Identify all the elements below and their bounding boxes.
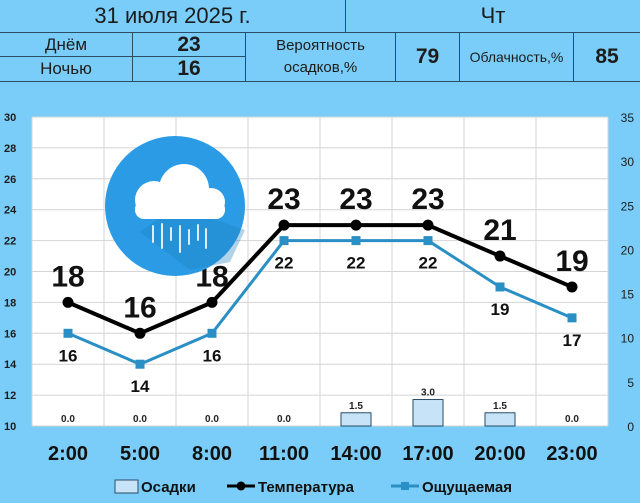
feels-like-point	[423, 236, 433, 246]
feels-like-data-label: 19	[491, 300, 510, 319]
x-tick-label: 11:00	[259, 443, 309, 465]
legend-temperature-label: Температура	[258, 479, 355, 496]
precip-bar	[340, 412, 372, 427]
precip-value-label: 0.0	[61, 414, 75, 425]
feels-like-point	[63, 328, 73, 338]
chart-legend: Осадки Температура Ощущаемая	[114, 479, 512, 496]
temperature-data-label: 18	[51, 260, 84, 293]
y-right-tick-label: 15	[621, 288, 635, 302]
temperature-point	[350, 219, 362, 231]
precip-bar	[484, 412, 516, 427]
temperature-point	[206, 296, 218, 308]
temperature-point	[494, 250, 506, 262]
legend-feels-label: Ощущаемая	[422, 479, 512, 496]
legend-precip-label: Осадки	[141, 479, 196, 496]
temperature-point	[566, 281, 578, 293]
y-right-tick-label: 20	[621, 243, 635, 257]
temperature-point	[62, 296, 74, 308]
precip-probability-label: Вероятность осадков,%	[246, 33, 396, 82]
y-left-tick-label: 22	[4, 236, 16, 248]
temperature-data-label: 23	[339, 183, 372, 216]
precip-value-label: 3.0	[421, 388, 435, 399]
precip-bars: 0.0 0.0 0.0 0.0 1.5 3.0 1.5 0.0	[61, 388, 579, 427]
feels-like-point	[495, 282, 505, 292]
temperature-data-label: 23	[267, 183, 300, 216]
forecast-header: 31 июля 2025 г. Чт Днём 23 Ночью 16 Веро…	[0, 0, 640, 82]
temperature-point	[134, 327, 146, 339]
weather-icon	[105, 136, 245, 276]
feels-like-point	[567, 313, 577, 323]
weekday-label: Чт	[346, 0, 640, 33]
x-tick-label: 2:00	[48, 443, 88, 465]
night-label: Ночью	[0, 57, 133, 82]
precip-value-label: 0.0	[205, 414, 219, 425]
y-right-tick-label: 25	[621, 199, 635, 213]
series-lines	[62, 219, 578, 369]
temperature-data-label: 21	[483, 214, 516, 247]
y-left-tick-label: 14	[4, 359, 17, 371]
legend-temperature-marker	[236, 481, 246, 491]
y-left-tick-label: 12	[4, 390, 16, 402]
y-left-tick-label: 24	[4, 205, 17, 217]
x-tick-label: 20:00	[474, 443, 525, 465]
night-temperature: 16	[133, 57, 246, 82]
precip-value-label: 1.5	[349, 401, 363, 412]
axis-ticks: 10 12 14 16 18 20 22 24 26 28 30 0 5 10 15 20 25 30 35 2:00…	[4, 111, 634, 465]
x-tick-label: 23:00	[546, 443, 597, 465]
y-right-tick-label: 0	[627, 420, 634, 434]
precip-probability-label-line2: осадков,%	[283, 59, 358, 76]
y-left-tick-label: 30	[4, 112, 16, 124]
y-left-tick-label: 28	[4, 143, 16, 155]
temperature-data-label: 16	[123, 291, 156, 324]
x-tick-label: 14:00	[330, 443, 381, 465]
feels-like-point	[135, 359, 145, 369]
y-left-tick-label: 10	[4, 421, 16, 433]
date-label: 31 июля 2025 г.	[0, 0, 346, 33]
feels-like-data-label: 17	[563, 331, 582, 350]
feels-like-data-label: 14	[131, 377, 150, 396]
y-right-tick-label: 10	[621, 332, 635, 346]
y-left-tick-label: 16	[4, 328, 16, 340]
day-temperature: 23	[133, 33, 246, 57]
feels-like-data-label: 16	[59, 346, 78, 365]
y-right-tick-label: 5	[627, 376, 634, 390]
precip-probability-label-line1: Вероятность	[276, 37, 365, 55]
feels-like-data-label: 22	[419, 254, 438, 273]
precip-value-label: 1.5	[493, 401, 507, 412]
feels-like-point	[351, 236, 361, 246]
temperature-data-label: 23	[411, 183, 444, 216]
precip-bar	[412, 399, 444, 427]
precip-value-label: 0.0	[133, 414, 147, 425]
y-left-tick-label: 18	[4, 297, 16, 309]
temperature-line	[67, 223, 573, 336]
precip-probability-value: 79	[396, 33, 460, 82]
y-left-tick-label: 26	[4, 174, 16, 186]
x-tick-label: 17:00	[402, 443, 453, 465]
cloudiness-value: 85	[574, 33, 640, 82]
feels-like-data-label: 22	[275, 254, 294, 273]
y-left-tick-label: 20	[4, 267, 16, 279]
legend-feels-marker	[401, 482, 409, 490]
y-right-tick-label: 30	[621, 155, 635, 169]
temperature-data-label: 19	[555, 245, 588, 278]
cloudiness-label: Облачность,%	[460, 33, 574, 82]
feels-like-data-label: 16	[203, 346, 222, 365]
feels-like-point	[279, 236, 289, 246]
feels-like-line	[67, 239, 573, 366]
y-right-tick-label: 35	[621, 111, 635, 125]
rain-cloud-icon	[135, 164, 225, 253]
precip-value-label: 0.0	[565, 414, 579, 425]
day-label: Днём	[0, 33, 133, 57]
feels-like-data-label: 22	[347, 254, 366, 273]
x-tick-label: 8:00	[192, 443, 232, 465]
x-tick-label: 5:00	[120, 443, 160, 465]
temperature-point	[278, 219, 290, 231]
feels-like-point	[207, 328, 217, 338]
temperature-point	[422, 219, 434, 231]
precip-value-label: 0.0	[277, 414, 291, 425]
legend-precip-swatch	[114, 479, 139, 494]
